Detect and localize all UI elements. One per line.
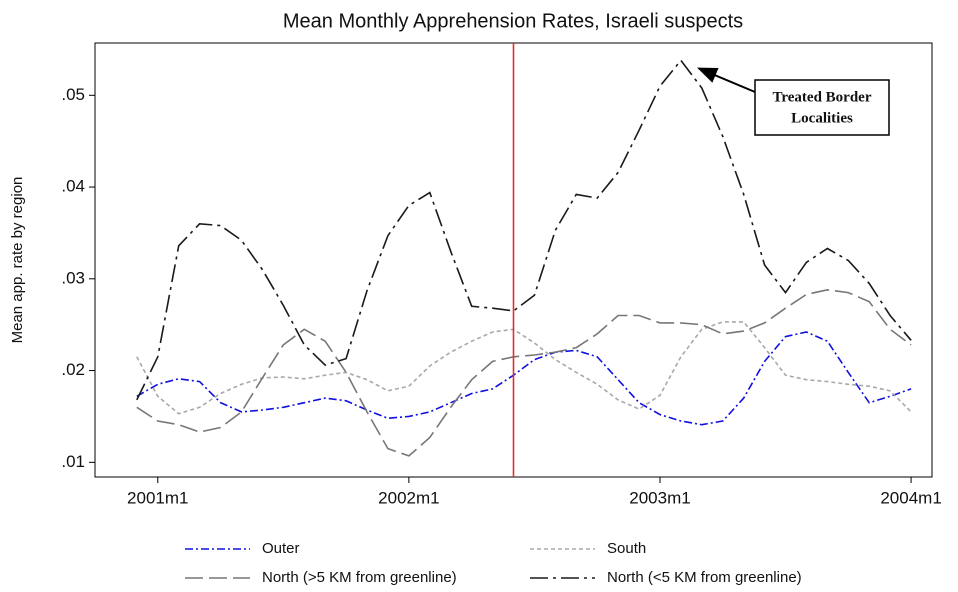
y-tick-label: .05: [61, 85, 85, 104]
y-tick-label: .01: [61, 452, 85, 471]
x-tick-label: 2001m1: [127, 488, 188, 507]
x-tick-label: 2003m1: [629, 488, 690, 507]
series-line: [136, 288, 912, 457]
chart-title: Mean Monthly Apprehension Rates, Israeli…: [283, 10, 743, 32]
legend-label: North (<5 KM from greenline): [607, 569, 802, 586]
legend-label: North (>5 KM from greenline): [262, 569, 457, 586]
y-tick-label: .03: [61, 268, 85, 287]
annotation-text: Localities: [791, 110, 853, 126]
annotation-arrow: [697, 67, 756, 93]
y-tick-label: .02: [61, 360, 85, 379]
series-line: [136, 331, 912, 426]
series-line: [136, 59, 912, 401]
x-tick-label: 2004m1: [880, 488, 941, 507]
x-tick-label: 2002m1: [378, 488, 439, 507]
legend-label: Outer: [262, 540, 300, 557]
legend-label: South: [607, 540, 646, 557]
y-axis-label: Mean app. rate by region: [9, 177, 26, 344]
series-line: [136, 321, 912, 415]
annotation-box: [754, 79, 890, 136]
y-tick-label: .04: [61, 177, 85, 196]
annotation-text: Treated Border: [772, 89, 871, 105]
